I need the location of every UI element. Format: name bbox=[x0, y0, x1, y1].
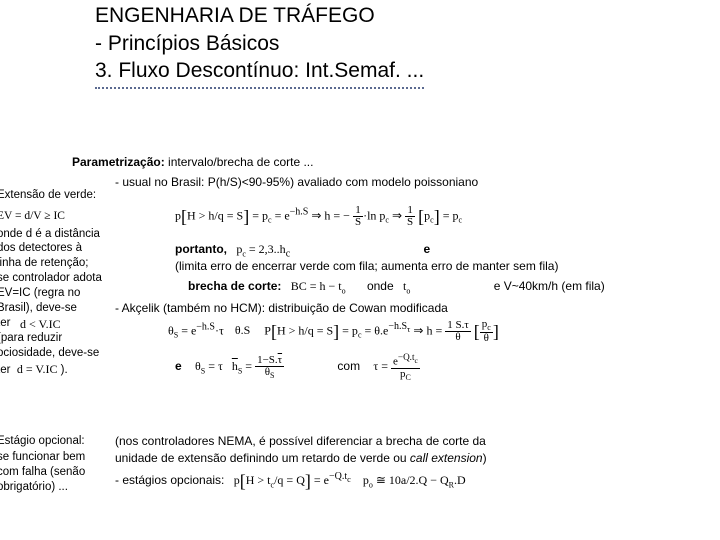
title-block: ENGENHARIA DE TRÁFEGO - Princípios Básic… bbox=[95, 2, 675, 89]
e-com-line: e θS = τ hS = 1−S.τθS com τ = e−Q.tcpC bbox=[175, 353, 715, 382]
e-label-2: e bbox=[175, 359, 182, 373]
akcelik-line: - Akçelik (também no HCM): distribuição … bbox=[115, 301, 715, 316]
side-l9: (para reduzir bbox=[0, 332, 172, 346]
side-l6: EV=IC (regra no bbox=[0, 287, 172, 301]
eq-to: to bbox=[403, 279, 410, 293]
onde-label: onde bbox=[367, 279, 394, 293]
title-line-2: - Princípios Básicos bbox=[95, 30, 675, 58]
ext-label: Extensão de verde: bbox=[0, 189, 172, 203]
side-l4: linha de retenção; bbox=[0, 257, 172, 271]
com-label: com bbox=[337, 359, 360, 373]
side-l10: ociosidade, deve-se bbox=[0, 347, 172, 361]
title-line-3: 3. Fluxo Descontínuo: Int.Semaf. ... bbox=[95, 57, 424, 89]
nema-line-2: unidade de extensão definindo um retardo… bbox=[115, 451, 715, 466]
eq-tau: τ = e−Q.tcpC bbox=[373, 359, 419, 373]
title-line-1: ENGENHARIA DE TRÁFEGO bbox=[95, 2, 675, 30]
side-eq-deq: d = V.IC bbox=[17, 362, 58, 376]
nema2-b: call extension bbox=[410, 451, 483, 465]
param-label: Parametrização: bbox=[72, 155, 165, 169]
theta-line-1: θS = e−h.S·τ θ.S P[H > h/q = S] = pc = θ… bbox=[168, 319, 720, 344]
vkm-text: e V~40km/h (em fila) bbox=[494, 279, 605, 293]
eq-main: p[H > h/q = S] = pc = e−h.S ⇒ h = − 1S·l… bbox=[175, 205, 715, 228]
nema2-a: unidade de extensão definindo um retardo… bbox=[115, 451, 410, 465]
eq-estop: p[H > tc/q = Q] = e−Q.tc po ≅ 10a/2.Q − … bbox=[234, 473, 466, 487]
brecha-label: brecha de corte: bbox=[188, 279, 281, 293]
side-l3: dos detectores à bbox=[0, 242, 172, 256]
param-line: Parametrização: intervalo/brecha de cort… bbox=[72, 155, 712, 170]
estop-label: - estágios opcionais: bbox=[115, 473, 224, 487]
nema-line-1: (nos controladores NEMA, é possível dife… bbox=[115, 434, 715, 449]
e-label-1: e bbox=[423, 242, 430, 256]
usual-line: - usual no Brasil: P(h/S)<90-95%) avalia… bbox=[115, 175, 715, 190]
estop-line: - estágios opcionais: p[H > tc/q = Q] = … bbox=[115, 470, 720, 493]
eq-bc: BC = h − to bbox=[291, 279, 346, 293]
nema2-c: ) bbox=[483, 451, 487, 465]
side-l11: ter d = V.IC ). bbox=[0, 362, 172, 378]
limita-line: (limita erro de encerrar verde com fila;… bbox=[175, 259, 715, 274]
side-l5: se controlador adota bbox=[0, 272, 172, 286]
brecha-line: brecha de corte: BC = h − to onde to e V… bbox=[188, 279, 718, 296]
side-l1: EV = d/V ≥ IC bbox=[0, 210, 172, 224]
side-eq-1: EV = d/V ≥ IC bbox=[0, 210, 65, 222]
param-text: intervalo/brecha de corte ... bbox=[165, 155, 314, 169]
side-l2: onde d é a distância bbox=[0, 228, 172, 242]
eq-pc: pc = 2,3..hc bbox=[236, 242, 290, 256]
eq-theta2: θS = τ hS = 1−S.τθS bbox=[195, 359, 284, 373]
portanto-label: portanto, bbox=[175, 242, 227, 256]
